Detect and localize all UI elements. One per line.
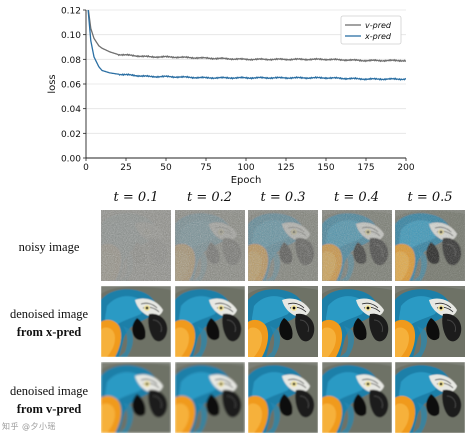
xpred-denoised-tile [101, 286, 171, 357]
row-label-sub: from v-pred [0, 400, 98, 418]
x-tick-label: 200 [397, 163, 414, 173]
vpred-denoised-tile [174, 362, 245, 433]
x-tick-label: 100 [237, 163, 254, 173]
y-axis-label: loss [47, 74, 58, 93]
column-label: t = 0.5 [407, 190, 453, 205]
noisy-image-tile [248, 210, 318, 281]
y-tick-label: 0.00 [61, 155, 81, 165]
y-tick-label: 0.12 [61, 7, 81, 17]
legend-label: x-pred [364, 32, 392, 41]
x-tick-label: 75 [200, 163, 211, 173]
vpred-denoised-tile [248, 362, 318, 433]
xpred-denoised-tile [321, 286, 392, 357]
vpred-denoised-tile [321, 362, 392, 433]
parrot-image [248, 286, 318, 357]
parrot-image [174, 286, 245, 357]
loss-chart: 0.00 0.02 0.04 0.06 0.08 0.10 0.12 0 25 50 75 100 12… [47, 7, 415, 187]
y-tick-label: 0.08 [61, 56, 81, 66]
row-label-text: denoised image [9, 384, 89, 398]
noisy-image-tile [321, 210, 392, 281]
parrot-image [248, 210, 318, 281]
row-label-xpred: denoised image from x-pred [0, 305, 98, 341]
legend-box [340, 15, 402, 45]
xpred-denoised-tile [248, 286, 318, 357]
series-line-x-pred [87, 10, 406, 81]
xpred-denoised-tile [395, 286, 465, 357]
parrot-image [321, 210, 392, 281]
row-label-vpred: denoised image from v-pred [0, 382, 98, 418]
parrot-image [395, 210, 465, 281]
series-line-v-pred [87, 10, 406, 63]
column-label: t = 0.4 [333, 190, 380, 205]
parrot-image [101, 362, 171, 433]
noisy-image-tile [174, 210, 245, 281]
column-label: t = 0.1 [113, 190, 159, 205]
parrot-image [174, 362, 245, 433]
noisy-image-tile [395, 210, 465, 281]
row-label-noisy: noisy image [0, 238, 98, 256]
x-tick-label: 175 [357, 163, 374, 173]
parrot-image [101, 210, 171, 281]
xpred-denoised-tile [174, 286, 245, 357]
y-tick-label: 0.02 [61, 130, 81, 140]
parrot-image [248, 362, 318, 433]
row-label-sub-text: from v-pred [16, 402, 82, 416]
noisy-image-tile [101, 210, 171, 281]
legend-label: v-pred [365, 21, 392, 30]
x-tick-label: 25 [120, 163, 131, 173]
y-tick-label: 0.10 [61, 31, 81, 41]
parrot-image [395, 362, 465, 433]
x-axis-label: Epoch [231, 175, 262, 186]
y-tick-label: 0.06 [61, 81, 81, 91]
parrot-image [101, 286, 171, 357]
vpred-denoised-tile [395, 362, 465, 433]
row-label-sub-text: from x-pred [16, 325, 82, 339]
x-tick-label: 50 [160, 163, 172, 173]
row-label-text: noisy image [18, 240, 80, 254]
x-tick-label: 125 [277, 163, 294, 173]
x-tick-label: 150 [317, 163, 334, 173]
parrot-image [321, 362, 392, 433]
parrot-image [321, 286, 392, 357]
parrot-image [395, 286, 465, 357]
parrot-image [174, 210, 245, 281]
y-tick-label: 0.04 [61, 105, 81, 115]
watermark: 知乎 @夕小瑶 [2, 422, 57, 431]
row-label-text: denoised image [9, 307, 89, 321]
vpred-denoised-tile [101, 362, 171, 433]
column-label: t = 0.2 [186, 190, 233, 205]
x-tick-label: 0 [83, 163, 89, 173]
row-label-sub: from x-pred [0, 323, 98, 341]
column-label: t = 0.3 [260, 190, 306, 205]
